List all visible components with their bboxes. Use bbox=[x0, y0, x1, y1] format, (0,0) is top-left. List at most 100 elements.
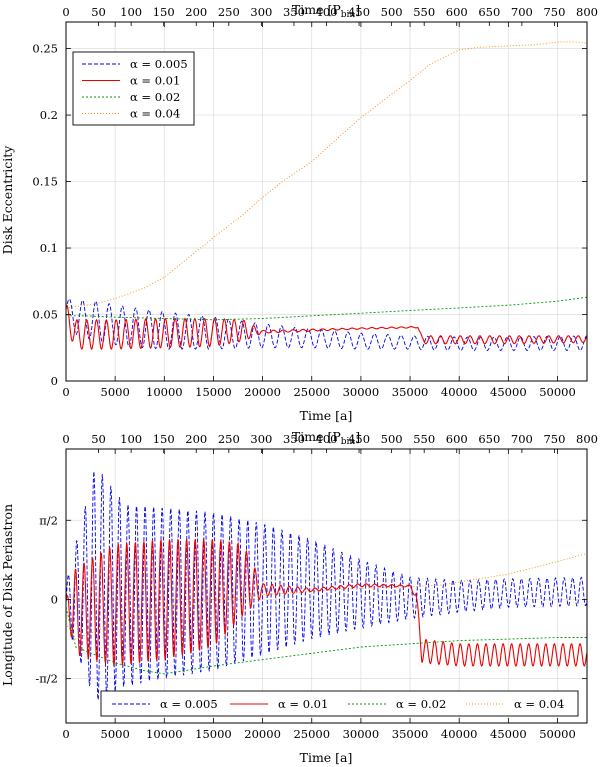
y-tick-label: 0.2 bbox=[40, 108, 58, 122]
x2-tick-label: 550 bbox=[413, 432, 435, 446]
y-tick-label: 0.15 bbox=[32, 175, 58, 189]
x-tick-label: 50000 bbox=[539, 385, 576, 399]
series-line-alpha-0.02 bbox=[66, 607, 587, 675]
top-axis-ticks: 0 50 100 150 200 250 300 350 400 450 500 550 600 650 7… bbox=[62, 5, 598, 26]
legend-label-alpha-0.02: α = 0.02 bbox=[130, 90, 180, 104]
x2-tick-label: 800 bbox=[576, 432, 598, 446]
x2-tick-label: 100 bbox=[120, 432, 142, 446]
legend: α = 0.005 α = 0.01 α = 0.02 α = 0.04 bbox=[72, 51, 195, 126]
x2-tick-label: 650 bbox=[478, 432, 500, 446]
x2-tick-label: 650 bbox=[478, 5, 500, 19]
eccentricity-panel: Time [Pbin] 0 50 100 150 200 250 300 350 400 450 5… bbox=[0, 2, 598, 423]
x-tick-label: 0 bbox=[62, 727, 69, 741]
x-tick-label: 0 bbox=[62, 385, 69, 399]
series-line-alpha-0.02 bbox=[66, 296, 587, 321]
x2-tick-label: 750 bbox=[543, 432, 565, 446]
x-tick-label: 45000 bbox=[490, 385, 527, 399]
y-tick-label: 0.1 bbox=[40, 241, 58, 255]
legend-label-alpha-0.04: α = 0.04 bbox=[514, 697, 564, 711]
legend: α = 0.005 α = 0.01 α = 0.02 α = 0.04 bbox=[100, 690, 579, 717]
x2-tick-label: 300 bbox=[250, 5, 272, 19]
x2-tick-label: 50 bbox=[91, 432, 106, 446]
series-group bbox=[66, 41, 587, 351]
x2-tick-label: 500 bbox=[381, 5, 403, 19]
legend-box bbox=[72, 51, 195, 126]
series-line-alpha-0.04 bbox=[66, 553, 587, 640]
x2-tick-label: 250 bbox=[218, 5, 240, 19]
legend-label-alpha-0.005: α = 0.005 bbox=[130, 57, 188, 71]
x-tick-label: 15000 bbox=[195, 385, 232, 399]
y-tick-label: 0 bbox=[51, 592, 58, 606]
x-tick-label: 40000 bbox=[441, 385, 478, 399]
series-group bbox=[66, 471, 587, 701]
x-tick-label: 40000 bbox=[441, 727, 478, 741]
gridlines bbox=[65, 449, 587, 723]
x2-tick-label: 200 bbox=[185, 5, 207, 19]
axes bbox=[65, 21, 588, 382]
x2-tick-label: 150 bbox=[153, 432, 175, 446]
x2-tick-label: 200 bbox=[185, 432, 207, 446]
x-tick-label: 5000 bbox=[101, 727, 130, 741]
bottom-axis-ticks: 0 5000 10000 15000 20000 25000 30000 35000 40000… bbox=[62, 449, 576, 741]
x-tick-label: 35000 bbox=[392, 727, 429, 741]
legend-label-alpha-0.01: α = 0.01 bbox=[278, 697, 328, 711]
x2-tick-label: 0 bbox=[62, 5, 69, 19]
x-tick-label: 50000 bbox=[539, 727, 576, 741]
x2-tick-label: 150 bbox=[153, 5, 175, 19]
x-tick-label: 10000 bbox=[146, 385, 183, 399]
y-tick-label: -π/2 bbox=[35, 672, 58, 686]
x2-tick-label: 600 bbox=[446, 432, 468, 446]
series-line-alpha-0.005 bbox=[66, 298, 587, 351]
legend-label-alpha-0.02: α = 0.02 bbox=[396, 697, 446, 711]
x-tick-label: 30000 bbox=[343, 727, 380, 741]
x2-tick-label: 50 bbox=[91, 5, 106, 19]
y-tick-label: 0 bbox=[51, 374, 58, 388]
y-axis-title: Longitude of Disk Periastron bbox=[0, 504, 15, 686]
x2-tick-label: 250 bbox=[218, 432, 240, 446]
x-tick-label: 15000 bbox=[195, 727, 232, 741]
x-tick-label: 25000 bbox=[293, 385, 330, 399]
series-line-alpha-0.04 bbox=[66, 41, 587, 309]
top-axis-title: Time [Pbin] bbox=[292, 429, 360, 447]
x-axis-title: Time [a] bbox=[300, 408, 353, 423]
y-tick-label: 0.25 bbox=[32, 42, 58, 56]
x2-tick-label: 400 bbox=[316, 432, 338, 446]
x-tick-label: 20000 bbox=[244, 385, 281, 399]
series-line-alpha-0.01 bbox=[66, 538, 587, 667]
x-tick-label: 25000 bbox=[293, 727, 330, 741]
plot-frame bbox=[65, 448, 588, 724]
y-tick-label: π/2 bbox=[39, 513, 58, 527]
x2-tick-label: 350 bbox=[283, 5, 305, 19]
x-tick-label: 35000 bbox=[392, 385, 429, 399]
x2-tick-label: 700 bbox=[511, 5, 533, 19]
x-tick-label: 45000 bbox=[490, 727, 527, 741]
series-line-alpha-0.005 bbox=[66, 471, 587, 701]
x2-tick-label: 350 bbox=[283, 432, 305, 446]
x-axis-title: Time [a] bbox=[300, 750, 353, 765]
bottom-axis-ticks: 0 5000 10000 15000 20000 25000 30000 35000 40000… bbox=[62, 22, 576, 399]
x2-tick-label: 500 bbox=[381, 432, 403, 446]
x-tick-label: 20000 bbox=[244, 727, 281, 741]
x2-tick-label: 700 bbox=[511, 432, 533, 446]
axes bbox=[65, 448, 588, 724]
x2-tick-label: 400 bbox=[316, 5, 338, 19]
y-tick-label: 0.05 bbox=[32, 308, 58, 322]
periastron-panel: Time [Pbin] 0 50 100 150 200 250 300 350 400 450 5… bbox=[0, 429, 598, 765]
x2-tick-label: 0 bbox=[62, 432, 69, 446]
legend-label-alpha-0.005: α = 0.005 bbox=[160, 697, 218, 711]
y-axis-ticks: -π/2 0 π/2 bbox=[35, 513, 587, 686]
x2-tick-label: 300 bbox=[250, 432, 272, 446]
plot-frame bbox=[65, 21, 588, 382]
legend-label-alpha-0.01: α = 0.01 bbox=[130, 74, 180, 88]
x-tick-label: 30000 bbox=[343, 385, 380, 399]
legend-box bbox=[100, 690, 579, 717]
y-axis-title: Disk Eccentricity bbox=[0, 145, 15, 255]
x2-tick-label: 600 bbox=[446, 5, 468, 19]
x-tick-label: 10000 bbox=[146, 727, 183, 741]
x-tick-label: 5000 bbox=[101, 385, 130, 399]
top-axis-title: Time [Pbin] bbox=[292, 2, 360, 20]
x2-tick-label: 750 bbox=[543, 5, 565, 19]
x2-tick-label: 550 bbox=[413, 5, 435, 19]
x2-tick-label: 800 bbox=[576, 5, 598, 19]
